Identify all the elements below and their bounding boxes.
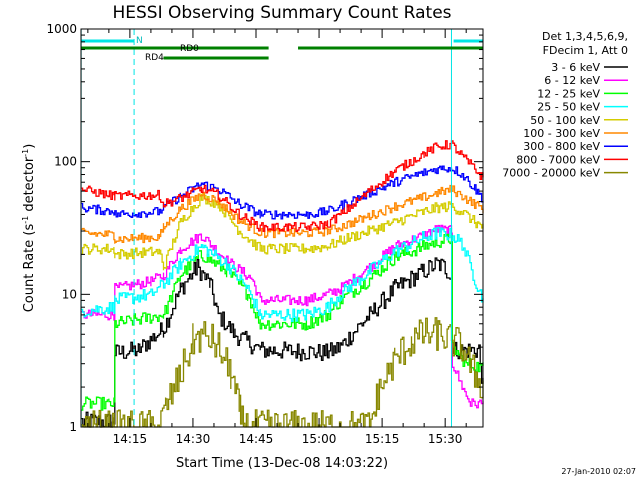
series-7 <box>81 140 484 232</box>
series-2 <box>81 233 484 411</box>
x-tick-label-0: 14:15 <box>113 432 148 446</box>
y-axis-label-sup2: -1 <box>21 149 30 157</box>
series-line-3 <box>81 227 484 323</box>
series-line-6 <box>81 165 484 220</box>
y-axis-label-end: ) <box>22 144 37 149</box>
decimation-label-rd4: RD4 <box>145 53 164 63</box>
legend-entry-label-6: 300 - 800 keV <box>523 140 600 153</box>
series-5 <box>81 184 484 244</box>
legend-entry-label-8: 7000 - 20000 keV <box>502 167 600 180</box>
y-axis-label: Count Rate (s-1 detector-1) <box>21 144 37 313</box>
x-tick-label-4: 15:15 <box>365 432 400 446</box>
legend-entry-label-3: 25 - 50 keV <box>537 101 600 114</box>
series-0 <box>81 257 484 428</box>
attenuator-label: N <box>136 36 143 46</box>
series-8 <box>81 317 484 428</box>
legend-entry-label-7: 800 - 7000 keV <box>516 153 600 166</box>
axis-ticks-layer: 1 10 100 1000 14:15 14:30 14:45 15:00 15:15 15:30 <box>46 22 483 446</box>
series-line-8 <box>81 317 484 428</box>
chart-title: HESSI Observing Summary Count Rates <box>112 3 451 23</box>
series-layer <box>81 140 484 428</box>
x-axis-label: Start Time (13-Dec-08 14:03:22) <box>176 456 388 471</box>
x-tick-label-3: 15:00 <box>302 432 337 446</box>
legend-entry-label-5: 100 - 300 keV <box>523 127 600 140</box>
series-line-1 <box>81 224 484 409</box>
legend-entry-label-0: 3 - 6 keV <box>551 61 600 74</box>
y-axis-label-main: Count Rate (s <box>22 224 37 313</box>
series-line-5 <box>81 184 484 244</box>
y-tick-label-3: 1000 <box>46 22 77 36</box>
series-line-2 <box>81 233 484 411</box>
series-line-0 <box>81 257 484 428</box>
y-tick-label-0: 1 <box>69 420 77 434</box>
x-tick-label-5: 15:30 <box>428 432 463 446</box>
legend: Det 1,3,4,5,6,9, FDecim 1, Att 0 3 - 6 k… <box>502 30 628 180</box>
legend-header-1: Det 1,3,4,5,6,9, <box>542 30 628 43</box>
legend-entry-label-4: 50 - 100 keV <box>530 114 600 127</box>
legend-entry-label-1: 6 - 12 keV <box>544 74 600 87</box>
series-1 <box>81 224 484 409</box>
y-tick-label-2: 100 <box>54 155 77 169</box>
series-6 <box>81 165 484 220</box>
y-axis-label-mid: detector <box>22 156 37 216</box>
series-line-4 <box>81 192 484 271</box>
series-line-7 <box>81 140 484 232</box>
plot-area: N RD0 RD4 1 10 100 1000 14:15 14:30 14:45 15:00 15… <box>46 22 484 446</box>
y-tick-label-1: 10 <box>62 287 77 301</box>
plot-frame <box>80 28 484 428</box>
x-tick-label-2: 14:45 <box>239 432 274 446</box>
series-3 <box>81 227 484 323</box>
series-4 <box>81 192 484 271</box>
legend-entry-label-2: 12 - 25 keV <box>537 87 600 100</box>
decimation-label-rd0: RD0 <box>180 44 199 54</box>
x-tick-label-1: 14:30 <box>176 432 211 446</box>
y-axis-label-sup1: -1 <box>21 216 30 224</box>
legend-header-2: FDecim 1, Att 0 <box>543 44 628 57</box>
timestamp: 27-Jan-2010 02:07 <box>561 467 636 476</box>
